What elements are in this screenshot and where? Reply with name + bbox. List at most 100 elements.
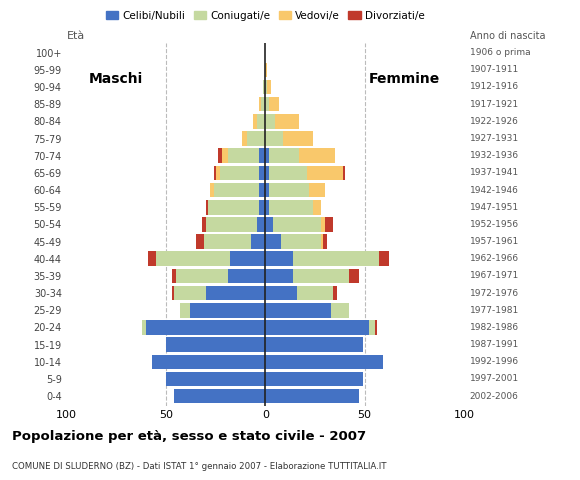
Bar bbox=[174, 389, 266, 404]
Text: Età: Età bbox=[67, 32, 85, 41]
Bar bbox=[208, 200, 259, 215]
Bar bbox=[266, 303, 331, 318]
Bar bbox=[283, 131, 313, 146]
Text: 1906 o prima: 1906 o prima bbox=[470, 48, 530, 57]
Bar bbox=[196, 234, 204, 249]
Bar bbox=[375, 320, 376, 335]
Bar bbox=[166, 337, 266, 352]
Bar bbox=[266, 234, 281, 249]
Bar bbox=[369, 320, 375, 335]
Bar bbox=[266, 166, 269, 180]
Text: 1932-1936: 1932-1936 bbox=[470, 151, 519, 160]
Bar bbox=[259, 148, 266, 163]
Bar bbox=[210, 183, 213, 197]
Text: 1942-1946: 1942-1946 bbox=[470, 186, 519, 194]
Text: Femmine: Femmine bbox=[369, 72, 440, 86]
Bar bbox=[267, 80, 271, 94]
Bar bbox=[202, 217, 206, 232]
Bar bbox=[266, 80, 267, 94]
Text: 1927-1931: 1927-1931 bbox=[470, 134, 519, 143]
Bar bbox=[259, 200, 266, 215]
Bar bbox=[190, 303, 266, 318]
Bar bbox=[259, 97, 262, 111]
Bar bbox=[142, 320, 146, 335]
Bar bbox=[248, 131, 266, 146]
Bar bbox=[266, 114, 275, 129]
Bar bbox=[216, 166, 220, 180]
Bar bbox=[349, 269, 358, 283]
Bar bbox=[253, 114, 258, 129]
Bar bbox=[266, 217, 273, 232]
Bar bbox=[325, 217, 333, 232]
Text: Popolazione per età, sesso e stato civile - 2007: Popolazione per età, sesso e stato civil… bbox=[12, 430, 366, 443]
Bar bbox=[266, 62, 267, 77]
Text: 1967-1971: 1967-1971 bbox=[470, 271, 519, 280]
Bar bbox=[269, 166, 307, 180]
Text: 1957-1961: 1957-1961 bbox=[470, 237, 519, 246]
Text: 1917-1921: 1917-1921 bbox=[470, 100, 519, 108]
Bar bbox=[174, 286, 206, 300]
Bar bbox=[321, 234, 323, 249]
Text: 1952-1956: 1952-1956 bbox=[470, 220, 519, 229]
Text: 1912-1916: 1912-1916 bbox=[470, 83, 519, 92]
Bar bbox=[269, 183, 309, 197]
Bar bbox=[266, 372, 362, 386]
Bar bbox=[266, 337, 362, 352]
Bar bbox=[343, 166, 345, 180]
Bar bbox=[266, 148, 269, 163]
Bar bbox=[148, 252, 156, 266]
Bar bbox=[321, 217, 325, 232]
Bar bbox=[293, 252, 379, 266]
Bar bbox=[313, 200, 321, 215]
Bar bbox=[218, 148, 222, 163]
Bar bbox=[213, 183, 259, 197]
Bar bbox=[227, 269, 266, 283]
Text: COMUNE DI SLUDERNO (BZ) - Dati ISTAT 1° gennaio 2007 - Elaborazione TUTTITALIA.I: COMUNE DI SLUDERNO (BZ) - Dati ISTAT 1° … bbox=[12, 462, 386, 471]
Bar bbox=[166, 372, 266, 386]
Bar bbox=[266, 355, 383, 369]
Bar bbox=[176, 269, 227, 283]
Bar bbox=[172, 286, 174, 300]
Text: 1947-1951: 1947-1951 bbox=[470, 203, 519, 212]
Bar bbox=[180, 303, 190, 318]
Bar bbox=[323, 234, 327, 249]
Bar bbox=[263, 80, 266, 94]
Text: Maschi: Maschi bbox=[89, 72, 143, 86]
Bar bbox=[307, 166, 343, 180]
Bar bbox=[266, 97, 269, 111]
Bar bbox=[146, 320, 266, 335]
Bar bbox=[156, 252, 230, 266]
Bar bbox=[293, 269, 349, 283]
Bar bbox=[227, 148, 259, 163]
Bar bbox=[266, 131, 283, 146]
Bar bbox=[230, 252, 266, 266]
Bar bbox=[213, 166, 216, 180]
Bar bbox=[262, 97, 266, 111]
Bar bbox=[269, 148, 299, 163]
Bar bbox=[252, 234, 266, 249]
Bar bbox=[258, 114, 266, 129]
Bar bbox=[266, 320, 369, 335]
Bar bbox=[299, 148, 335, 163]
Bar bbox=[258, 217, 266, 232]
Bar bbox=[222, 148, 227, 163]
Bar bbox=[266, 269, 293, 283]
Bar bbox=[241, 131, 248, 146]
Text: 1937-1941: 1937-1941 bbox=[470, 168, 519, 178]
Bar bbox=[269, 97, 279, 111]
Text: Anno di nascita: Anno di nascita bbox=[470, 32, 545, 41]
Bar bbox=[273, 217, 321, 232]
Bar bbox=[204, 234, 252, 249]
Text: 1997-2001: 1997-2001 bbox=[470, 374, 519, 384]
Text: 1992-1996: 1992-1996 bbox=[470, 357, 519, 366]
Bar bbox=[206, 217, 258, 232]
Text: 1982-1986: 1982-1986 bbox=[470, 323, 519, 332]
Text: 1962-1966: 1962-1966 bbox=[470, 254, 519, 263]
Bar bbox=[266, 286, 297, 300]
Bar bbox=[269, 200, 313, 215]
Bar bbox=[331, 303, 349, 318]
Text: 1922-1926: 1922-1926 bbox=[470, 117, 519, 126]
Text: 1987-1991: 1987-1991 bbox=[470, 340, 519, 349]
Text: 1907-1911: 1907-1911 bbox=[470, 65, 519, 74]
Bar bbox=[379, 252, 389, 266]
